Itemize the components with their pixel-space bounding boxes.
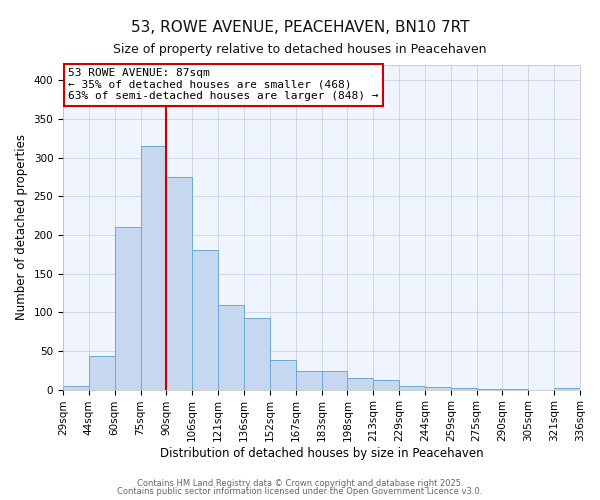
Bar — [425, 388, 451, 390]
Bar — [451, 388, 476, 390]
Bar — [373, 380, 399, 390]
Bar — [89, 356, 115, 390]
Text: 53, ROWE AVENUE, PEACEHAVEN, BN10 7RT: 53, ROWE AVENUE, PEACEHAVEN, BN10 7RT — [131, 20, 469, 35]
Bar — [502, 389, 529, 390]
Text: Contains public sector information licensed under the Open Government Licence v3: Contains public sector information licen… — [118, 487, 482, 496]
Bar — [399, 386, 425, 390]
Bar — [347, 378, 373, 390]
Bar — [270, 360, 296, 390]
Text: 53 ROWE AVENUE: 87sqm
← 35% of detached houses are smaller (468)
63% of semi-det: 53 ROWE AVENUE: 87sqm ← 35% of detached … — [68, 68, 379, 102]
Bar — [554, 388, 580, 390]
Y-axis label: Number of detached properties: Number of detached properties — [15, 134, 28, 320]
Bar — [218, 304, 244, 390]
Bar — [476, 389, 502, 390]
Bar — [63, 386, 89, 390]
Text: Size of property relative to detached houses in Peacehaven: Size of property relative to detached ho… — [113, 42, 487, 56]
Bar — [296, 371, 322, 390]
Bar — [192, 250, 218, 390]
X-axis label: Distribution of detached houses by size in Peacehaven: Distribution of detached houses by size … — [160, 447, 484, 460]
Text: Contains HM Land Registry data © Crown copyright and database right 2025.: Contains HM Land Registry data © Crown c… — [137, 478, 463, 488]
Bar — [140, 146, 166, 390]
Bar — [115, 228, 140, 390]
Bar — [166, 177, 192, 390]
Bar — [244, 318, 270, 390]
Bar — [322, 371, 347, 390]
